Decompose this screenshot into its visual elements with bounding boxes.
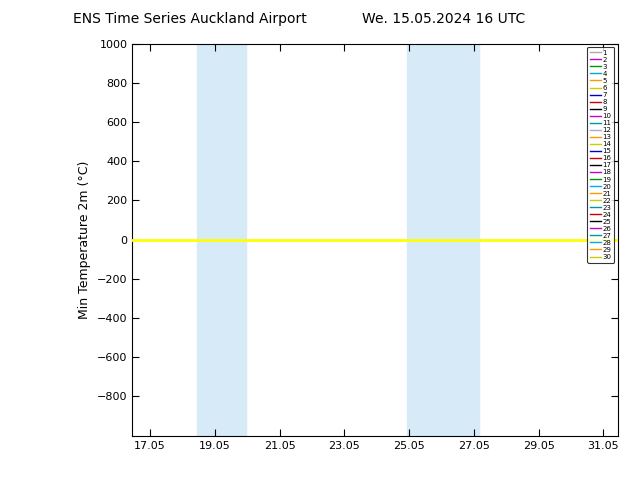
Bar xyxy=(197,44,245,436)
Text: We. 15.05.2024 16 UTC: We. 15.05.2024 16 UTC xyxy=(362,12,526,26)
Bar xyxy=(408,44,479,436)
Text: ENS Time Series Auckland Airport: ENS Time Series Auckland Airport xyxy=(74,12,307,26)
Legend: 1, 2, 3, 4, 5, 6, 7, 8, 9, 10, 11, 12, 13, 14, 15, 16, 17, 18, 19, 20, 21, 22, 2: 1, 2, 3, 4, 5, 6, 7, 8, 9, 10, 11, 12, 1… xyxy=(587,47,614,263)
Y-axis label: Min Temperature 2m (°C): Min Temperature 2m (°C) xyxy=(79,160,91,319)
